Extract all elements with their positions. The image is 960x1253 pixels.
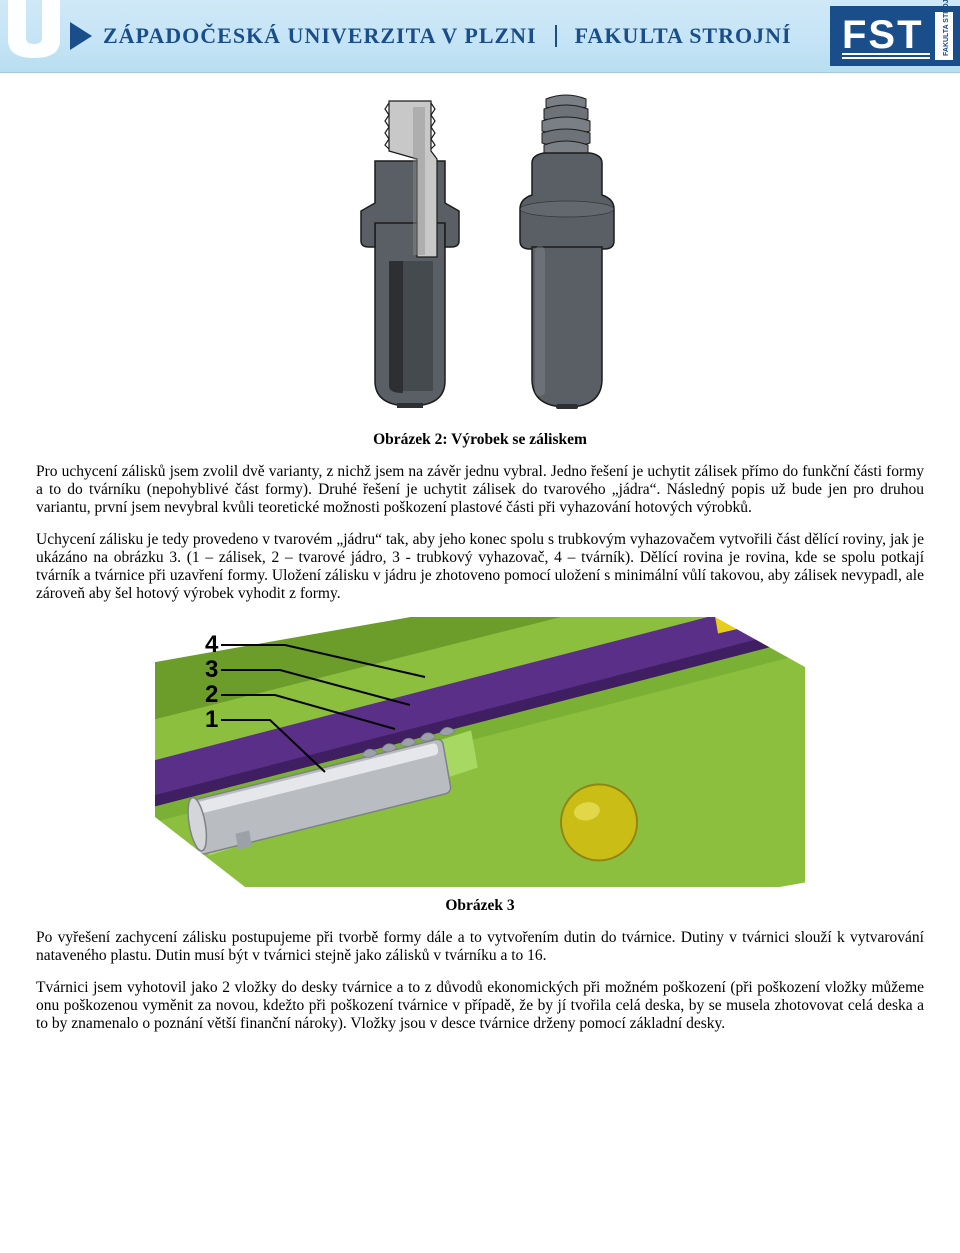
faculty-name: FAKULTA STROJNÍ [575,25,792,47]
university-name: ZÁPADOČESKÁ UNIVERZITA V PLZNI [103,25,557,47]
svg-text:FAKULTA STROJNÍ: FAKULTA STROJNÍ [941,0,950,56]
figure-2-label-1: 1 [205,706,218,733]
page-header: ZÁPADOČESKÁ UNIVERZITA V PLZNI FAKULTA S… [0,0,960,73]
figure-2: 4 3 2 1 [36,617,924,887]
svg-text:FST: FST [842,13,924,57]
figure-1 [36,91,924,421]
figure-2-label-3: 3 [205,656,218,683]
fst-logo: FST FAKULTA STROJNÍ [830,0,960,72]
paragraph-3: Po vyřešení zachycení zálisku postupujem… [36,929,924,965]
figure-2-caption: Obrázek 3 [36,897,924,915]
figure-2-label-4: 4 [205,631,219,658]
university-u-logo [0,0,95,72]
paragraph-1: Pro uchycení zálisků jsem zvolil dvě var… [36,463,924,517]
page-content: Obrázek 2: Výrobek se záliskem Pro uchyc… [0,73,960,1063]
paragraph-4: Tvárnici jsem vyhotovil jako 2 vložky do… [36,979,924,1033]
paragraph-2: Uchycení zálisku je tedy provedeno v tva… [36,531,924,603]
figure-2-label-2: 2 [205,681,218,708]
figure-1-caption: Obrázek 2: Výrobek se záliskem [36,431,924,449]
